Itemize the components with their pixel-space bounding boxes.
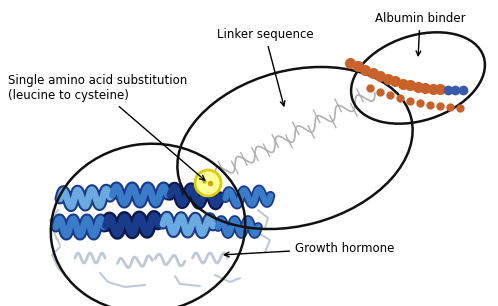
- Text: Single amino acid substitution
(leucine to cysteine): Single amino acid substitution (leucine …: [8, 74, 205, 180]
- Text: Linker sequence: Linker sequence: [217, 28, 313, 106]
- Text: Albumin binder: Albumin binder: [374, 12, 465, 56]
- Circle shape: [195, 170, 221, 196]
- Text: Growth hormone: Growth hormone: [224, 241, 394, 257]
